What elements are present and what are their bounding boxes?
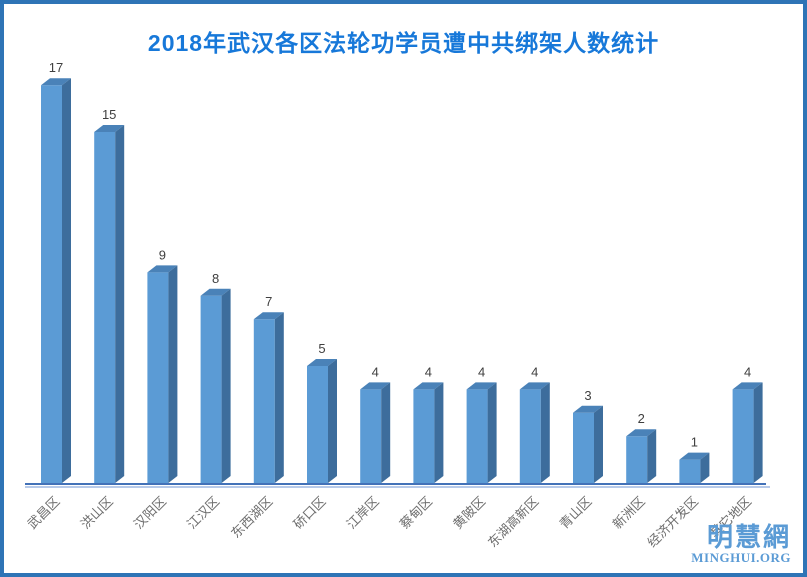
bar-value-label: 4 (425, 364, 432, 379)
category-label: 洪山区 (78, 494, 116, 532)
bar-side (221, 288, 231, 483)
bar-value-label: 9 (159, 247, 166, 262)
bar-front (626, 436, 648, 483)
watermark: 明慧網 MINGHUI.ORG (691, 522, 791, 566)
bar-side (328, 359, 337, 483)
bar-value-label: 3 (584, 388, 591, 403)
bar-front (466, 389, 488, 483)
bar-top (253, 312, 284, 320)
category-label: 东湖高新区 (485, 494, 542, 551)
category-label: 江汉区 (184, 494, 222, 532)
bar-side (434, 382, 444, 483)
bar-value-label: 17 (49, 60, 63, 75)
category-label: 武昌区 (24, 494, 62, 532)
bar-side (274, 312, 284, 483)
bar-front (679, 459, 701, 483)
bar-front (519, 389, 541, 483)
bar-top (732, 382, 763, 390)
bar-value-label: 4 (531, 364, 538, 379)
bar-side (168, 265, 178, 483)
bar-side (115, 125, 125, 483)
bar-top (679, 452, 710, 460)
bar-value-label: 2 (638, 411, 645, 426)
bar-value-label: 4 (744, 364, 751, 379)
bar-top (413, 382, 444, 390)
bar-side (647, 429, 657, 483)
bar-front (253, 319, 275, 483)
category-label: 新洲区 (610, 494, 648, 532)
chart-title: 2018年武汉各区法轮功学员遭中共绑架人数统计 (147, 30, 660, 56)
bar-value-label: 4 (372, 364, 379, 379)
bar-top (360, 382, 391, 390)
bar-front (732, 389, 754, 483)
bar-top (147, 265, 178, 273)
bar-front (200, 295, 222, 483)
bar-chart-canvas: 17 武昌区 15 洪山区 9 汉阳区 8 江汉区 7 东西湖区 5 硚口区 4 江岸区 4 蔡甸区 4 黄陂区 4… (24, 60, 770, 551)
category-label: 江岸区 (344, 494, 382, 532)
watermark-chinese: 明慧網 (706, 522, 791, 553)
bar-front (307, 366, 328, 483)
category-label: 硚口区 (290, 494, 328, 532)
bar-value-label: 15 (102, 107, 116, 122)
category-label: 汉阳区 (131, 494, 169, 532)
bar-front (147, 272, 169, 483)
bar-value-label: 8 (212, 271, 219, 286)
category-label: 东西湖区 (228, 494, 275, 541)
bar-side (700, 452, 710, 483)
bar-top (519, 382, 550, 390)
bar-front (573, 412, 594, 483)
bar-value-label: 4 (478, 364, 485, 379)
bar-top (573, 405, 603, 413)
bar-front (41, 85, 62, 483)
bar-side (487, 382, 497, 483)
bar-top (41, 78, 71, 86)
bar-side (594, 405, 603, 483)
category-label: 黄陂区 (450, 494, 488, 532)
bar-side (62, 78, 71, 483)
bar-front (94, 132, 116, 483)
watermark-url: MINGHUI.ORG (691, 550, 791, 566)
bar-value-label: 7 (265, 294, 272, 309)
category-label: 蔡甸区 (397, 494, 435, 532)
bar-value-label: 5 (318, 341, 325, 356)
bar-top (626, 429, 657, 437)
bar-side (540, 382, 550, 483)
bar-front (360, 389, 382, 483)
bar-side (753, 382, 763, 483)
bar-top (307, 359, 337, 366)
bar-value-label: 1 (691, 435, 698, 450)
bar-front (413, 389, 435, 483)
bar-top (200, 288, 231, 296)
bar-top (466, 382, 497, 390)
bar-top (94, 125, 125, 132)
bar-side (381, 382, 391, 483)
category-label: 青山区 (556, 494, 594, 532)
